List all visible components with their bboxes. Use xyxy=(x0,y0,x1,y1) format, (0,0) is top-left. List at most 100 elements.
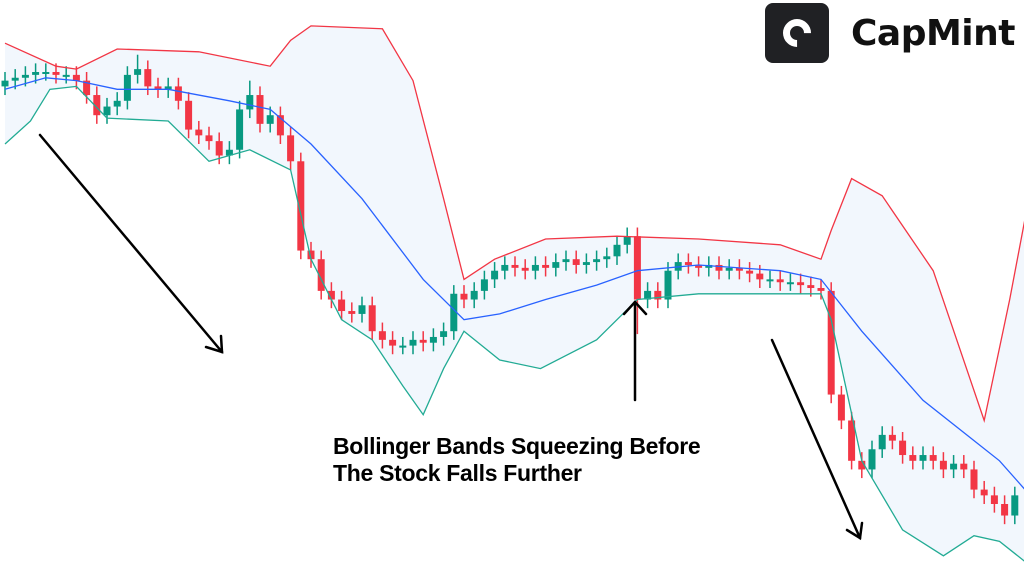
candle-body xyxy=(368,305,376,332)
candle-body xyxy=(236,109,244,150)
middle-band-line xyxy=(4,77,1024,490)
candle-body xyxy=(756,273,764,280)
candle-body xyxy=(960,463,968,470)
candle xyxy=(368,296,376,340)
candle-body xyxy=(123,74,131,101)
candle xyxy=(185,92,193,139)
candle xyxy=(93,86,101,124)
candle xyxy=(511,256,519,277)
candle-body xyxy=(817,288,825,291)
candle xyxy=(909,446,917,470)
candle-body xyxy=(83,80,91,96)
candle xyxy=(970,460,978,499)
capmint-logo: CapMint xyxy=(765,3,1015,63)
candle-body xyxy=(919,455,927,461)
candle-body xyxy=(644,290,652,300)
candle-body xyxy=(593,259,601,263)
candle xyxy=(776,270,784,291)
candle xyxy=(695,256,703,277)
candle-body xyxy=(154,86,162,90)
candle xyxy=(531,256,539,280)
candle-body xyxy=(746,270,754,274)
candle-body xyxy=(613,244,621,257)
candle-body xyxy=(327,290,335,300)
candle xyxy=(266,106,274,133)
candle xyxy=(419,331,427,352)
candle-body xyxy=(1001,504,1009,516)
annotation-text: Bollinger Bands Squeezing Before The Sto… xyxy=(333,433,701,487)
candle xyxy=(837,385,845,430)
candle xyxy=(460,285,468,309)
candle-body xyxy=(205,135,213,142)
candle-body xyxy=(491,270,499,280)
candle xyxy=(980,480,988,504)
candle xyxy=(848,411,856,470)
candle xyxy=(521,259,529,280)
candle xyxy=(429,328,437,352)
candle-body xyxy=(776,279,784,283)
candle-body xyxy=(144,69,152,87)
candle xyxy=(786,273,794,291)
candle-body xyxy=(32,72,40,75)
candle xyxy=(164,77,172,98)
candle xyxy=(746,262,754,283)
candle-body xyxy=(848,420,856,461)
candle-body xyxy=(338,299,346,312)
candle-body xyxy=(735,267,743,271)
candle-body xyxy=(552,262,560,268)
candle-body xyxy=(868,449,876,470)
candle-body xyxy=(929,455,937,461)
candle-body xyxy=(623,236,631,245)
candle-body xyxy=(480,279,488,291)
candle xyxy=(358,296,366,323)
candle xyxy=(562,250,570,271)
candle xyxy=(603,247,611,268)
candle xyxy=(654,282,662,309)
candle-body xyxy=(174,86,182,101)
candle xyxy=(990,486,998,513)
bollinger-band-fill xyxy=(5,25,1024,561)
candle xyxy=(552,253,560,277)
candle-body xyxy=(21,74,29,78)
candle-body xyxy=(52,72,60,75)
candles-group xyxy=(1,54,1019,525)
brand-name: CapMint xyxy=(851,12,1015,54)
candle xyxy=(256,86,264,133)
candle xyxy=(868,440,876,479)
lower-band-line xyxy=(4,85,1024,562)
candle xyxy=(888,426,896,450)
candle-body xyxy=(888,434,896,441)
candle-body xyxy=(980,489,988,496)
candle xyxy=(62,66,70,84)
candle xyxy=(735,259,743,280)
candle-body xyxy=(317,259,325,291)
candle-body xyxy=(440,331,448,337)
candle xyxy=(113,92,121,116)
candle xyxy=(409,331,417,355)
candle-body xyxy=(287,135,295,162)
candle-body xyxy=(419,339,427,343)
up-arrow-squeeze xyxy=(622,300,648,402)
candle-body xyxy=(950,463,958,470)
candle xyxy=(287,126,295,170)
candle xyxy=(399,336,407,355)
candle-body xyxy=(399,345,407,348)
candle-body xyxy=(429,336,437,343)
candle xyxy=(276,106,284,144)
candle-body xyxy=(215,141,223,156)
candle xyxy=(205,126,213,150)
candle-body xyxy=(542,264,550,268)
candle-body xyxy=(582,262,590,265)
candle-body xyxy=(858,460,866,470)
candle xyxy=(154,77,162,98)
candle-body xyxy=(348,311,356,314)
down-arrow-right xyxy=(770,338,864,541)
candle-body xyxy=(786,282,794,285)
candle xyxy=(195,120,203,144)
candle xyxy=(623,227,631,254)
candle-body xyxy=(501,264,509,271)
candle xyxy=(450,285,458,340)
annotation-line-1: Bollinger Bands Squeezing Before xyxy=(333,433,701,459)
candle-body xyxy=(276,115,284,136)
